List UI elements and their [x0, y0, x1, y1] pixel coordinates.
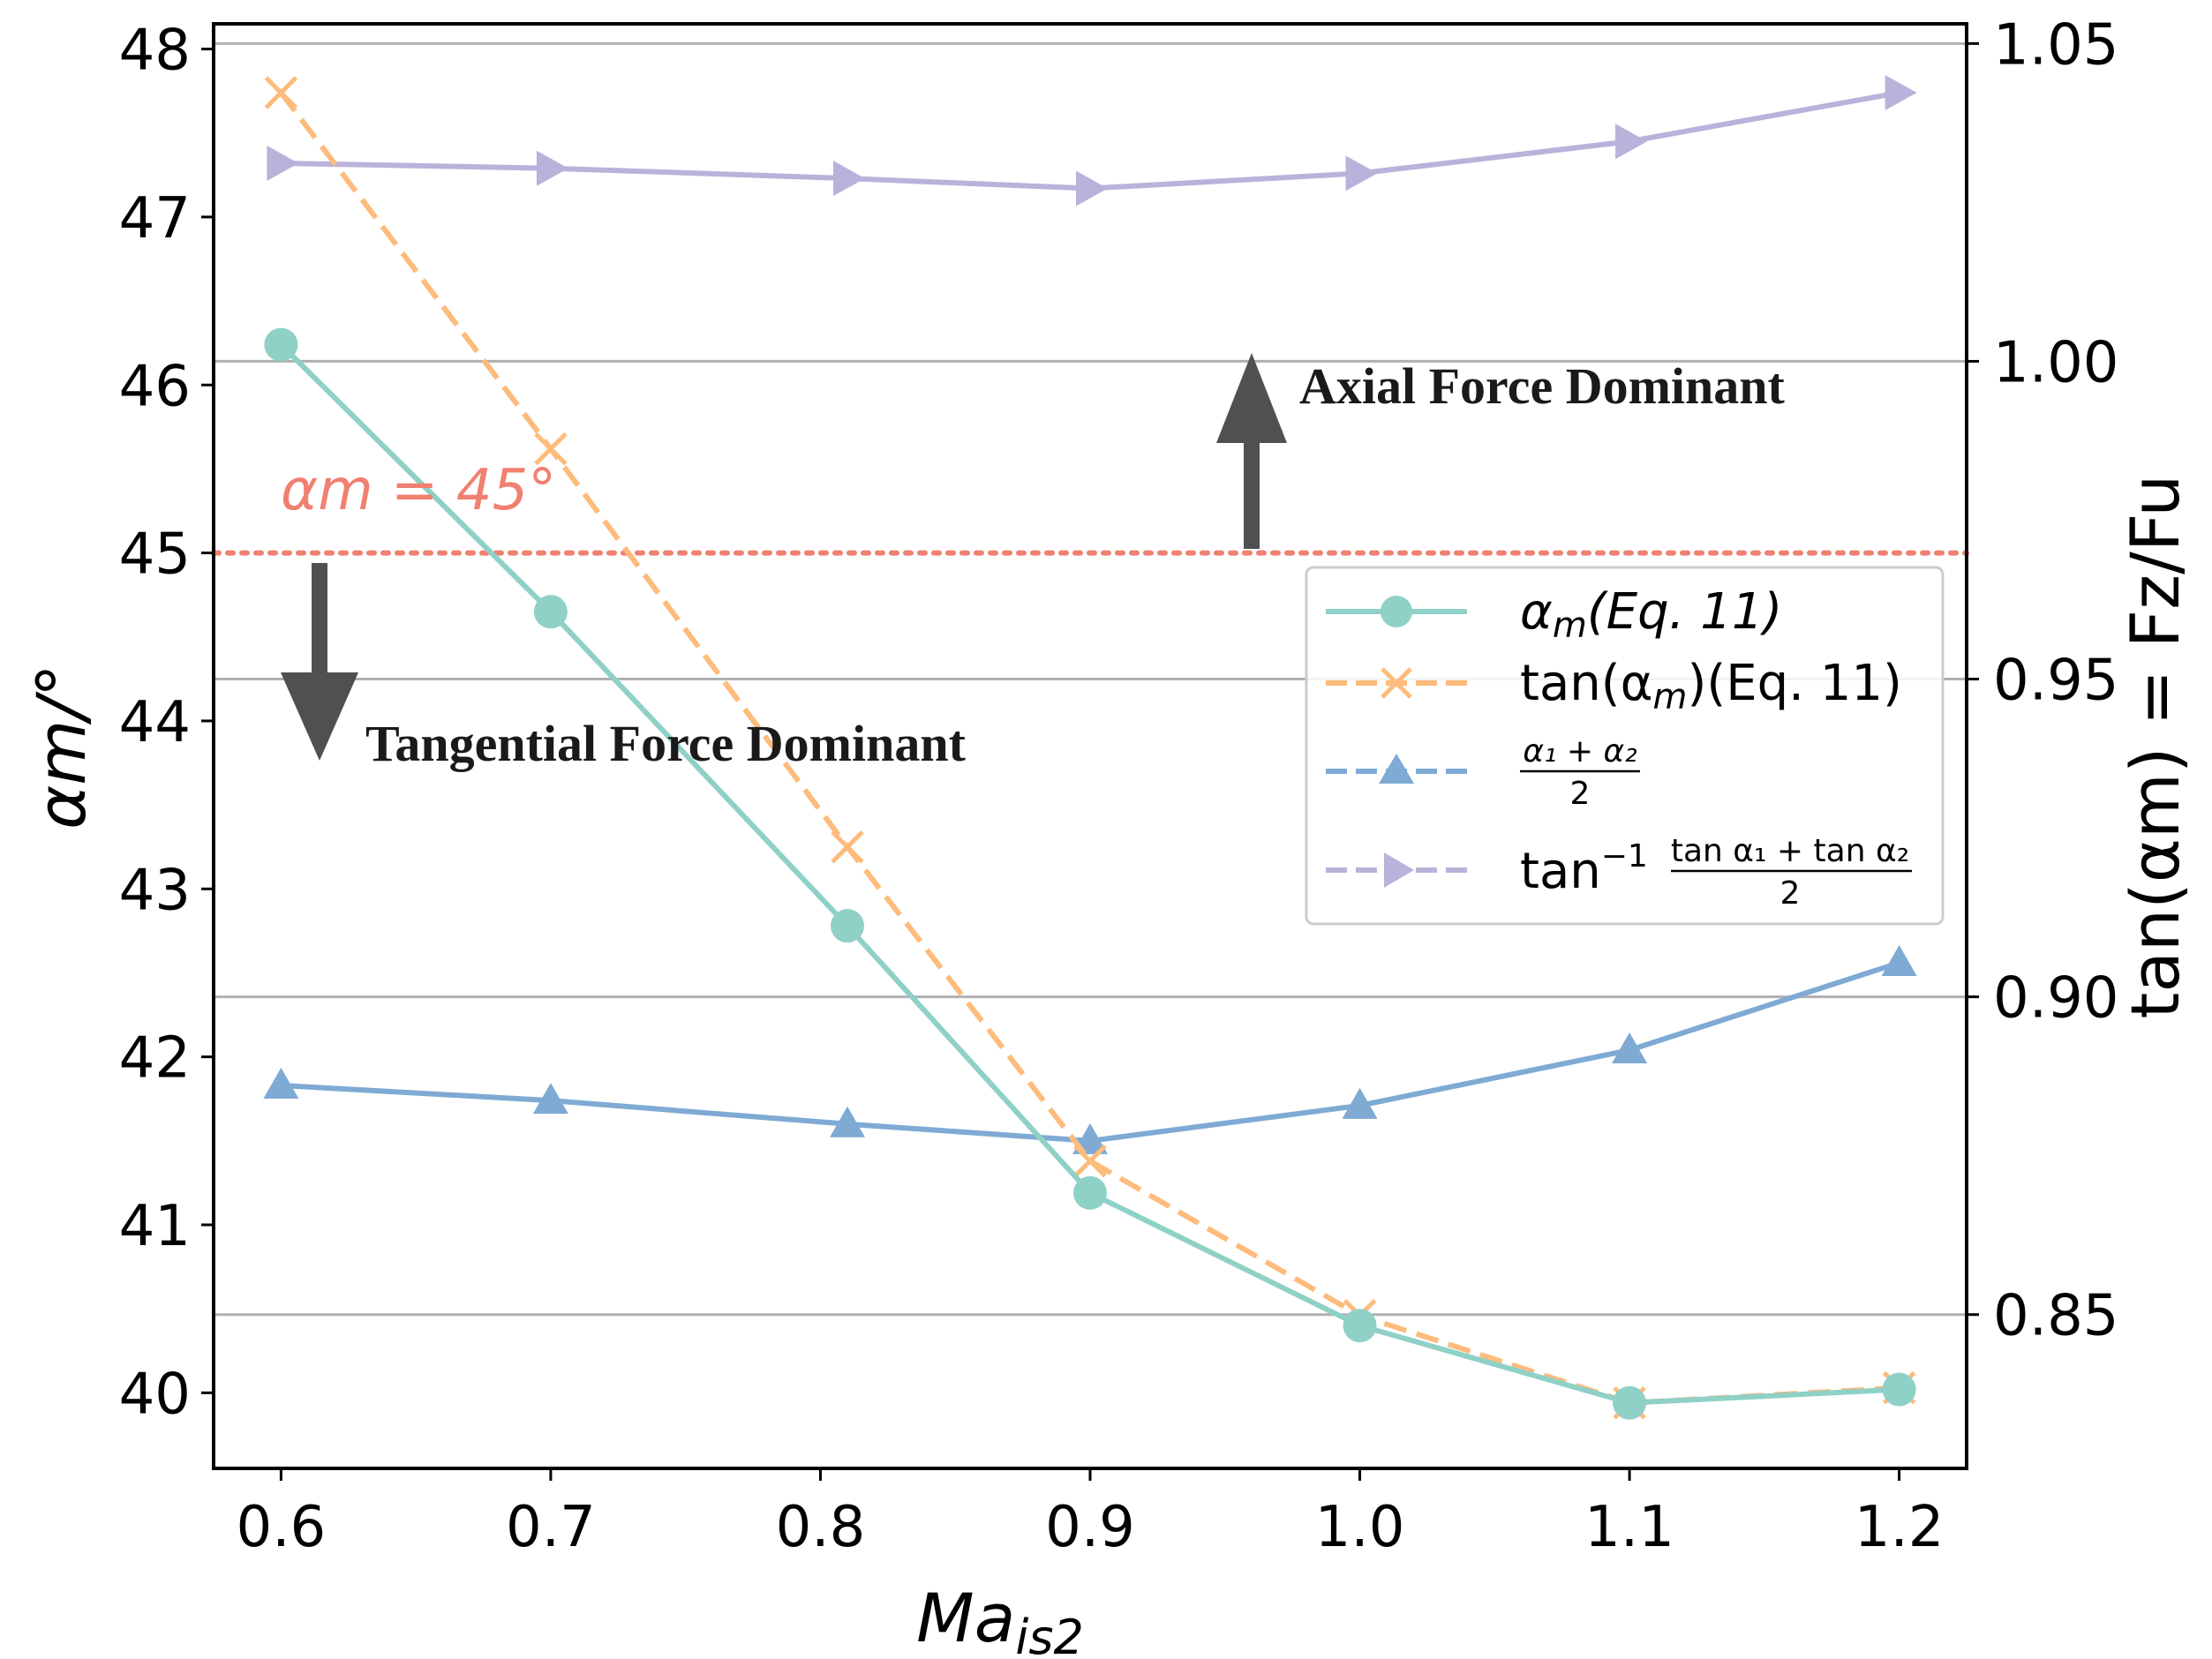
y-left-tick-label-8: 48	[119, 19, 191, 84]
axial-annotation: Axial Force Dominant	[1216, 353, 1786, 549]
data-point-s0-0	[264, 327, 298, 362]
tangential-annotation: Tangential Force Dominant	[281, 563, 967, 772]
x-tick-label-1: 0.7	[506, 1495, 596, 1560]
y-left-tick-label-7: 47	[119, 186, 191, 251]
axis-ticks: 0.6 0.7 0.8 0.9 1.0 1.1 1.2 40 41 42 43 44 45 46 47 48 0…	[119, 12, 2119, 1560]
legend-box	[1305, 566, 1945, 926]
data-point-s1-3	[1073, 1144, 1107, 1178]
legend-triangle-right-marker	[1384, 852, 1414, 888]
data-point-s1-1	[534, 432, 568, 466]
tangential-arrow-head	[281, 672, 358, 761]
legend-circle-marker	[1381, 596, 1412, 627]
x-tick-label-2: 0.8	[776, 1495, 866, 1560]
y-left-tick-label-5: 45	[119, 522, 191, 588]
legend-label-alpha-m: αm(Eq. 11)	[1520, 583, 1782, 646]
data-point-s1-1-b	[534, 432, 568, 466]
y-right-tick-label-0: 0.85	[1993, 1284, 2119, 1349]
grid-lines	[214, 41, 1967, 1317]
y-left-tick-label-0: 40	[119, 1362, 191, 1427]
y-left-tick-label-1: 41	[119, 1194, 191, 1259]
legend-label-mean-tan-denominator: 2	[1780, 875, 1801, 912]
legend-label-tan-alpha-m: tan(αm)(Eq. 11)	[1520, 655, 1902, 717]
data-point-s3-1	[536, 150, 568, 186]
legend-label-tan-inverse: tan−1	[1520, 838, 1648, 900]
data-point-s3-3	[1076, 170, 1108, 206]
data-point-s1-3-b	[1073, 1144, 1107, 1178]
data-point-s2-1	[532, 1083, 568, 1115]
legend-entry-mean-alpha: α₁ + α₂ 2	[1326, 733, 1640, 812]
y-right-tick-label-2: 0.95	[1993, 649, 2119, 714]
x-tick-label-5: 1.1	[1584, 1495, 1674, 1560]
axial-annotation-text: Axial Force Dominant	[1299, 357, 1786, 415]
x-tick-label-6: 1.2	[1855, 1495, 1945, 1560]
y-right-tick-label-1: 0.90	[1993, 966, 2119, 1032]
data-point-s0-4	[1343, 1309, 1377, 1343]
legend: αm(Eq. 11) tan(αm)(Eq. 11) α₁ + α₂ 2 tan…	[1305, 566, 1945, 926]
x-tick-label-3: 0.9	[1045, 1495, 1135, 1560]
data-point-s1-0-b	[264, 76, 298, 109]
legend-label-mean-denominator: 2	[1570, 776, 1591, 812]
legend-label-mean-numerator: α₁ + α₂	[1523, 733, 1636, 769]
legend-entry-alpha-m: αm(Eq. 11)	[1326, 583, 1782, 646]
y-left-tick-label-6: 46	[119, 354, 191, 419]
data-point-s0-1	[533, 595, 568, 629]
y-right-tick-label-4: 1.05	[1993, 12, 2119, 78]
data-point-s1-2	[831, 830, 864, 864]
data-point-s2-0	[263, 1068, 299, 1100]
y-left-tick-label-3: 43	[119, 858, 191, 923]
legend-x-marker	[1381, 667, 1412, 699]
series-line-3	[281, 90, 1900, 191]
y-axis-left-label: αm/°	[22, 664, 101, 830]
data-point-s2-6	[1881, 945, 1917, 977]
legend-label-mean-tan-numerator: tan α₁ + tan α₂	[1671, 833, 1909, 869]
data-point-s2-5	[1612, 1032, 1648, 1064]
legend-entry-mean-tan: tan−1 tan α₁ + tan α₂ 2	[1326, 833, 1912, 912]
data-point-s0-6	[1882, 1372, 1916, 1407]
data-point-s3-2	[833, 161, 866, 197]
data-point-s3-0	[267, 145, 299, 181]
x-tick-label-4: 1.0	[1315, 1495, 1405, 1560]
x-axis-label: Mais2	[916, 1579, 1084, 1659]
series-group	[263, 75, 1917, 1420]
data-point-s2-4	[1342, 1087, 1378, 1119]
data-point-s0-3	[1073, 1175, 1107, 1210]
tangential-annotation-text: Tangential Force Dominant	[365, 715, 967, 772]
data-point-s1-0	[264, 76, 298, 109]
x-tick-label-0: 0.6	[236, 1495, 326, 1560]
axial-arrow-head	[1216, 353, 1287, 443]
y-right-tick-label-3: 1.00	[1993, 330, 2119, 395]
data-point-s0-5	[1613, 1385, 1647, 1420]
y-axis-right-label: tan(αm) = Fz/Fu	[2116, 475, 2194, 1019]
reference-line-label: αm = 45°	[281, 458, 556, 523]
data-point-s2-2	[830, 1106, 866, 1137]
y-left-tick-label-2: 42	[119, 1026, 191, 1092]
data-point-s3-5	[1615, 124, 1648, 160]
y-left-tick-label-4: 44	[119, 690, 191, 755]
data-point-s3-6	[1885, 75, 1917, 111]
series-line-2	[281, 960, 1900, 1144]
data-point-s0-2	[831, 909, 865, 943]
legend-triangle-up-marker	[1379, 754, 1414, 784]
legend-entry-tan-alpha-m: tan(αm)(Eq. 11)	[1326, 655, 1902, 717]
data-point-s3-4	[1345, 155, 1378, 191]
data-point-s1-2-b	[831, 830, 864, 864]
